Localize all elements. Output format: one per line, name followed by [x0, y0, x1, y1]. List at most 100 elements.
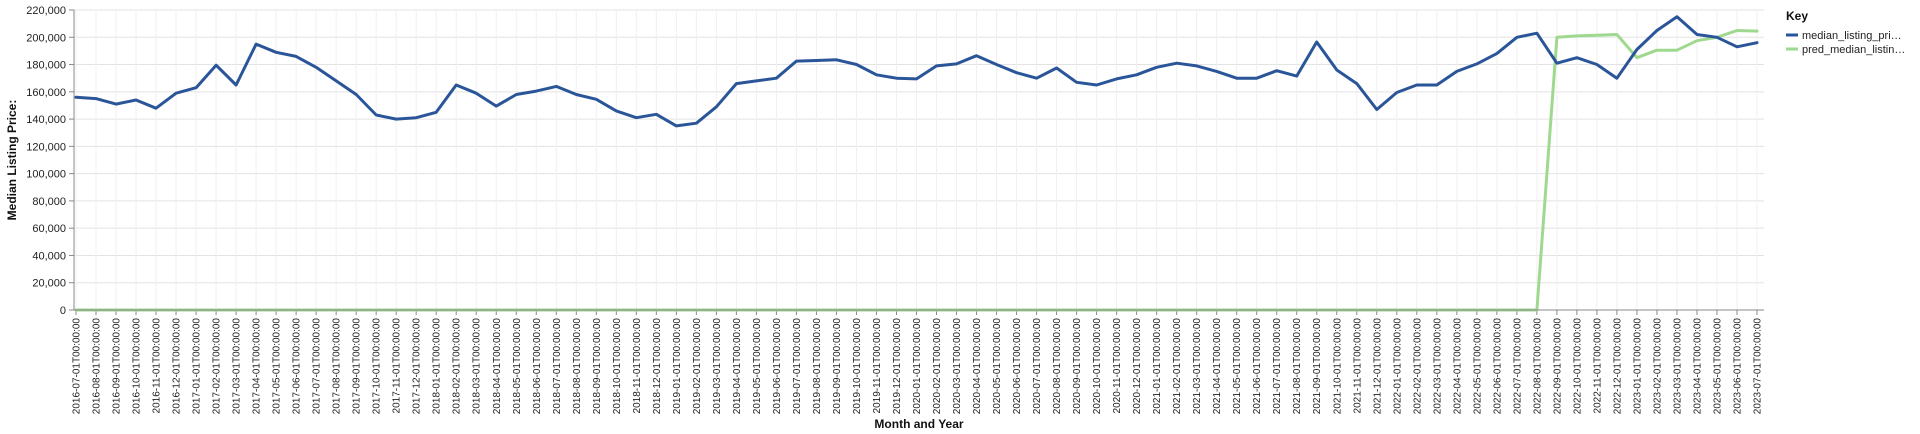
x-tick-label: 2019-11-01T00:00:00 [872, 318, 883, 414]
x-tick-label: 2020-12-01T00:00:00 [1132, 318, 1143, 415]
x-tick-label: 2019-07-01T00:00:00 [792, 318, 803, 415]
x-tick-label: 2022-10-01T00:00:00 [1572, 318, 1583, 415]
x-tick-label: 2020-04-01T00:00:00 [972, 318, 983, 415]
y-tick-label: 160,000 [26, 87, 66, 99]
x-tick-label: 2017-10-01T00:00:00 [372, 318, 383, 415]
x-tick-label: 2018-08-01T00:00:00 [572, 318, 583, 415]
x-tick-label: 2018-07-01T00:00:00 [552, 318, 563, 415]
x-tick-label: 2021-05-01T00:00:00 [1232, 318, 1243, 415]
x-tick-label: 2021-11-01T00:00:00 [1352, 318, 1363, 414]
y-tick-label: 60,000 [32, 223, 66, 235]
y-axis-ticks: 0 20,000 40,000 60,000 80,000 100,000 120,000 1… [26, 5, 74, 317]
x-tick-label: 2023-06-01T00:00:00 [1732, 318, 1743, 415]
x-tick-label: 2022-07-01T00:00:00 [1512, 318, 1523, 415]
x-tick-label: 2016-10-01T00:00:00 [132, 318, 143, 415]
x-tick-label: 2023-05-01T00:00:00 [1712, 318, 1723, 415]
y-tick-label: 0 [60, 305, 66, 317]
legend-items: median_listing_pri… pred_median_listin… [1786, 30, 1905, 56]
y-tick-label: 200,000 [26, 32, 66, 44]
x-tick-label: 2017-02-01T00:00:00 [212, 318, 223, 415]
x-tick-label: 2018-01-01T00:00:00 [432, 318, 443, 415]
x-tick-label: 2020-08-01T00:00:00 [1052, 318, 1063, 415]
x-tick-label: 2017-03-01T00:00:00 [232, 318, 243, 415]
x-tick-label: 2017-01-01T00:00:00 [192, 318, 203, 415]
legend-label: median_listing_pri… [1802, 30, 1902, 42]
y-tick-label: 180,000 [26, 60, 66, 72]
x-axis-title: Month and Year [874, 417, 963, 431]
x-tick-label: 2018-11-01T00:00:00 [632, 318, 643, 414]
x-tick-label: 2021-09-01T00:00:00 [1312, 318, 1323, 415]
x-tick-label: 2022-02-01T00:00:00 [1412, 318, 1423, 415]
x-tick-label: 2017-11-01T00:00:00 [392, 318, 403, 414]
x-tick-label: 2016-11-01T00:00:00 [152, 318, 163, 414]
x-tick-label: 2022-12-01T00:00:00 [1612, 318, 1623, 415]
x-tick-label: 2021-06-01T00:00:00 [1252, 318, 1263, 415]
x-tick-label: 2021-01-01T00:00:00 [1152, 318, 1163, 415]
x-tick-label: 2020-09-01T00:00:00 [1072, 318, 1083, 415]
x-tick-label: 2021-08-01T00:00:00 [1292, 318, 1303, 415]
x-tick-label: 2020-10-01T00:00:00 [1092, 318, 1103, 415]
x-tick-label: 2023-03-01T00:00:00 [1672, 318, 1683, 415]
x-tick-label: 2020-11-01T00:00:00 [1112, 318, 1123, 414]
y-axis-title: Median Listing Price: [5, 100, 19, 221]
x-tick-label: 2022-08-01T00:00:00 [1532, 318, 1543, 415]
x-tick-label: 2022-05-01T00:00:00 [1472, 318, 1483, 415]
x-tick-label: 2019-12-01T00:00:00 [892, 318, 903, 415]
x-tick-label: 2018-12-01T00:00:00 [652, 318, 663, 415]
x-tick-label: 2019-06-01T00:00:00 [772, 318, 783, 415]
x-tick-label: 2023-01-01T00:00:00 [1632, 318, 1643, 415]
y-tick-label: 100,000 [26, 169, 66, 181]
x-tick-label: 2018-02-01T00:00:00 [452, 318, 463, 415]
x-tick-label: 2018-09-01T00:00:00 [592, 318, 603, 415]
legend-label: pred_median_listin… [1802, 44, 1905, 56]
x-tick-label: 2020-01-01T00:00:00 [912, 318, 923, 415]
x-tick-label: 2020-02-01T00:00:00 [932, 318, 943, 415]
x-tick-label: 2018-04-01T00:00:00 [492, 318, 503, 415]
x-tick-label: 2018-03-01T00:00:00 [472, 318, 483, 415]
y-tick-label: 220,000 [26, 5, 66, 17]
x-tick-label: 2022-01-01T00:00:00 [1392, 318, 1403, 415]
x-tick-label: 2018-06-01T00:00:00 [532, 318, 543, 415]
x-tick-label: 2019-08-01T00:00:00 [812, 318, 823, 415]
x-tick-label: 2018-10-01T00:00:00 [612, 318, 623, 415]
x-tick-label: 2021-10-01T00:00:00 [1332, 318, 1343, 415]
x-tick-label: 2022-06-01T00:00:00 [1492, 318, 1503, 415]
x-tick-label: 2020-06-01T00:00:00 [1012, 318, 1023, 415]
y-tick-label: 20,000 [32, 278, 66, 290]
x-tick-label: 2022-09-01T00:00:00 [1552, 318, 1563, 415]
x-tick-label: 2016-08-01T00:00:00 [92, 318, 103, 415]
x-tick-label: 2016-12-01T00:00:00 [172, 318, 183, 415]
y-tick-label: 120,000 [26, 141, 66, 153]
series-line-1 [74, 15, 1759, 128]
x-tick-label: 2020-05-01T00:00:00 [992, 318, 1003, 415]
x-tick-label: 2019-02-01T00:00:00 [692, 318, 703, 415]
y-tick-label: 40,000 [32, 250, 66, 262]
x-tick-label: 2021-04-01T00:00:00 [1212, 318, 1223, 415]
x-tick-label: 2019-04-01T00:00:00 [732, 318, 743, 415]
x-tick-label: 2020-07-01T00:00:00 [1032, 318, 1043, 415]
y-tick-label: 140,000 [26, 114, 66, 126]
x-tick-label: 2017-08-01T00:00:00 [332, 318, 343, 415]
x-tick-label: 2016-07-01T00:00:00 [72, 318, 83, 415]
x-tick-label: 2021-07-01T00:00:00 [1272, 318, 1283, 415]
x-tick-label: 2022-04-01T00:00:00 [1452, 318, 1463, 415]
x-tick-label: 2017-07-01T00:00:00 [312, 318, 323, 415]
x-tick-label: 2023-07-01T00:00:00 [1753, 318, 1764, 415]
x-tick-label: 2019-09-01T00:00:00 [832, 318, 843, 415]
x-tick-label: 2021-12-01T00:00:00 [1372, 318, 1383, 415]
x-tick-label: 2017-12-01T00:00:00 [412, 318, 423, 415]
y-tick-label: 80,000 [32, 196, 66, 208]
x-tick-label: 2019-01-01T00:00:00 [672, 318, 683, 415]
x-tick-label: 2017-05-01T00:00:00 [272, 318, 283, 415]
x-tick-label: 2017-04-01T00:00:00 [252, 318, 263, 415]
x-tick-label: 2019-03-01T00:00:00 [712, 318, 723, 415]
x-tick-label: 2019-10-01T00:00:00 [852, 318, 863, 415]
x-tick-label: 2016-09-01T00:00:00 [112, 318, 123, 415]
x-tick-label: 2018-05-01T00:00:00 [512, 318, 523, 415]
x-tick-label: 2019-05-01T00:00:00 [752, 318, 763, 415]
x-tick-label: 2020-03-01T00:00:00 [952, 318, 963, 415]
legend: Key median_listing_pri… pred_median_listi… [1786, 9, 1905, 56]
x-tick-label: 2022-11-01T00:00:00 [1592, 318, 1603, 414]
x-tick-label: 2021-02-01T00:00:00 [1172, 318, 1183, 415]
